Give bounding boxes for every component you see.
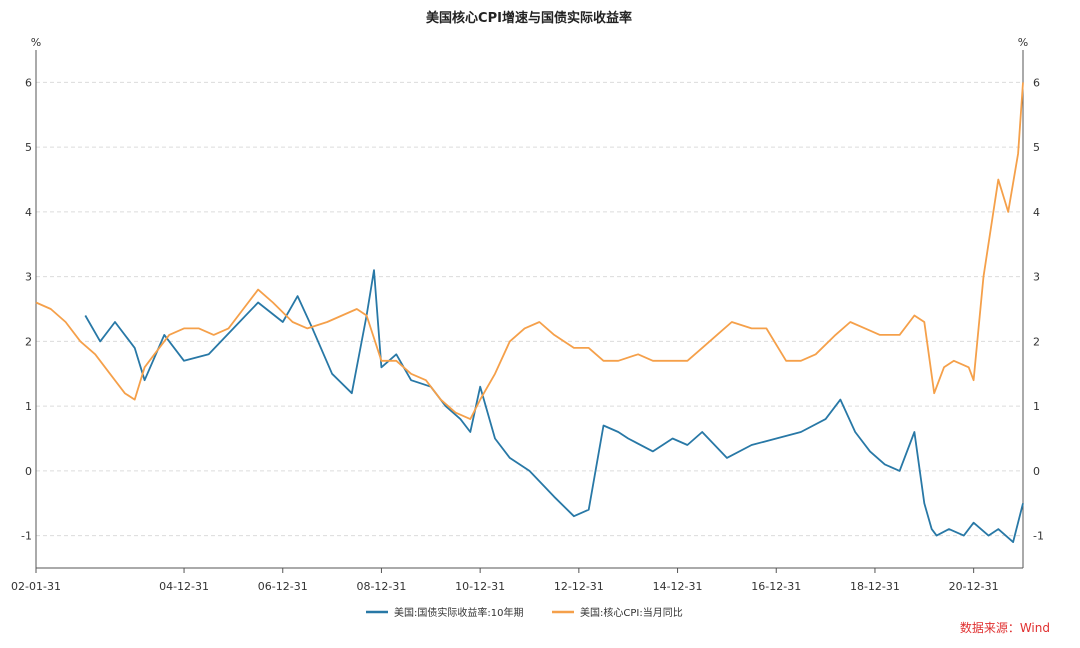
- y-tick-right-label: 1: [1033, 400, 1040, 413]
- legend-label: 美国:国债实际收益率:10年期: [394, 606, 523, 619]
- y-tick-left-label: 5: [25, 141, 32, 154]
- x-tick-label: 20-12-31: [949, 580, 999, 593]
- right-y-axis: -1 0 1 2 3 4 5 6: [1033, 76, 1044, 542]
- y-tick-left-label: 0: [25, 465, 32, 478]
- left-axis-unit: %: [31, 36, 41, 49]
- y-tick-left-label: 2: [25, 335, 32, 348]
- grid-lines: [36, 81, 1023, 537]
- y-tick-right-label: 4: [1033, 206, 1040, 219]
- y-tick-right-label: 0: [1033, 465, 1040, 478]
- axes: [35, 50, 1024, 569]
- x-tick-label: 12-12-31: [554, 580, 604, 593]
- y-tick-right-label: 3: [1033, 271, 1040, 284]
- y-tick-left-label: -1: [21, 530, 32, 543]
- y-tick-left-label: 1: [25, 400, 32, 413]
- y-tick-right-label: 2: [1033, 335, 1040, 348]
- x-tick-label: 14-12-31: [653, 580, 703, 593]
- y-tick-left-label: 3: [25, 271, 32, 284]
- x-tick-label: 16-12-31: [751, 580, 801, 593]
- chart-title: 美国核心CPI增速与国债实际收益率: [426, 10, 632, 26]
- right-axis-unit: %: [1018, 36, 1028, 49]
- left-y-axis: -1 0 1 2 3 4 5 6: [21, 76, 32, 542]
- y-tick-right-label: 6: [1033, 76, 1040, 89]
- x-tick-label: 02-01-31: [11, 580, 61, 593]
- y-tick-right-label: 5: [1033, 141, 1040, 154]
- x-tick-label: 04-12-31: [159, 580, 209, 593]
- y-tick-left-label: 4: [25, 206, 32, 219]
- x-tick-label: 10-12-31: [455, 580, 505, 593]
- data-source: 数据来源：Wind: [960, 620, 1050, 635]
- series-group: [35, 82, 1024, 543]
- legend: 美国:国债实际收益率:10年期 美国:核心CPI:当月同比: [366, 606, 683, 619]
- y-tick-right-label: -1: [1033, 530, 1044, 543]
- x-tick-label: 08-12-31: [356, 580, 406, 593]
- y-tick-left-label: 6: [25, 76, 32, 89]
- series-line-2: [35, 82, 1024, 421]
- x-tick-label: 06-12-31: [258, 580, 308, 593]
- x-tick-label: 18-12-31: [850, 580, 900, 593]
- x-axis: 02-01-31 04-12-31 06-12-31 08-12-31 10-12-31…: [11, 568, 999, 593]
- series-line-1: [84, 269, 1024, 543]
- legend-label: 美国:核心CPI:当月同比: [580, 606, 683, 619]
